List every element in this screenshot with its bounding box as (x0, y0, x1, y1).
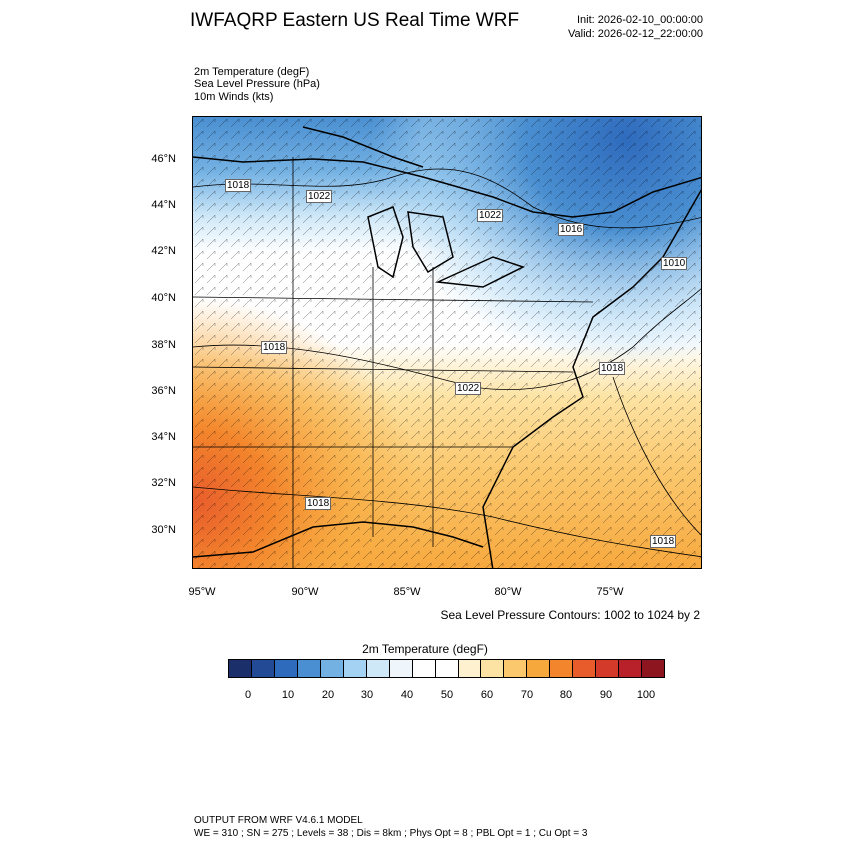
colorbar-swatch (229, 660, 252, 677)
colorbar-tick-label: 70 (520, 689, 534, 701)
lake-superior (302, 126, 424, 168)
colorbar-tick-label: 90 (599, 689, 613, 701)
state-borders (193, 157, 594, 568)
pressure-label: 1016 (558, 223, 585, 236)
colorbar-swatch (481, 660, 505, 677)
colorbar-swatch (573, 660, 597, 677)
colorbar (228, 659, 665, 678)
lake-huron (407, 211, 454, 274)
colorbar-tick-label: 10 (281, 689, 295, 701)
pressure-label: 1022 (455, 382, 482, 395)
map-canvas (193, 117, 701, 568)
lon-tick-label: 90°W (291, 586, 319, 598)
colorbar-tick-label: 50 (440, 689, 454, 701)
lon-tick-label: 95°W (188, 586, 216, 598)
lat-tick-label: 46°N (151, 153, 176, 165)
pressure-label: 1018 (305, 497, 332, 510)
colorbar-tick-label: 40 (400, 689, 414, 701)
lat-tick-label: 42°N (151, 245, 176, 257)
pressure-label: 1018 (225, 179, 252, 192)
colorbar-title: 2m Temperature (degF) (362, 642, 488, 656)
colorbar-swatch (389, 660, 413, 677)
border-line (193, 156, 701, 218)
colorbar-swatch (297, 660, 321, 677)
pressure-label: 1022 (477, 209, 504, 222)
pressure-label: 1010 (661, 257, 688, 270)
colorbar-swatch (251, 660, 275, 677)
field-label-pressure: Sea Level Pressure (hPa) (194, 78, 320, 90)
lat-tick-label: 32°N (151, 477, 176, 489)
valid-time: Valid: 2026-02-12_22:00:00 (568, 28, 703, 40)
colorbar-swatch (435, 660, 459, 677)
pressure-label: 1022 (306, 190, 333, 203)
contour-note: Sea Level Pressure Contours: 1002 to 102… (440, 608, 701, 622)
colorbar-swatch (619, 660, 643, 677)
gulf-coastline (193, 521, 484, 558)
colorbar-tick-label: 100 (636, 689, 656, 701)
pressure-label: 1018 (261, 341, 288, 354)
field-label-winds: 10m Winds (kts) (194, 91, 274, 103)
colorbar-swatch (320, 660, 344, 677)
model-info: OUTPUT FROM WRF V4.6.1 MODEL (194, 815, 363, 826)
colorbar-swatch (366, 660, 390, 677)
isobar (612, 376, 701, 536)
init-time: Init: 2026-02-10_00:00:00 (577, 14, 703, 26)
lake-michigan (367, 206, 404, 279)
isobar (193, 288, 701, 390)
lat-tick-label: 38°N (151, 339, 176, 351)
lat-tick-label: 30°N (151, 524, 176, 536)
lon-tick-label: 75°W (596, 586, 624, 598)
colorbar-tick-label: 20 (321, 689, 335, 701)
atlantic-coastline (482, 188, 701, 568)
chart-title: IWFAQRP Eastern US Real Time WRF (190, 10, 520, 31)
colorbar-swatch (274, 660, 298, 677)
colorbar-swatch (642, 660, 665, 677)
lake-erie (435, 256, 525, 288)
lat-tick-label: 36°N (151, 385, 176, 397)
lon-tick-label: 85°W (393, 586, 421, 598)
lat-tick-label: 40°N (151, 292, 176, 304)
colorbar-swatch (527, 660, 551, 677)
lat-tick-label: 34°N (151, 431, 176, 443)
pressure-label: 1018 (599, 362, 626, 375)
colorbar-tick-label: 60 (480, 689, 494, 701)
colorbar-tick-label: 30 (360, 689, 374, 701)
colorbar-swatch (550, 660, 574, 677)
colorbar-swatch (458, 660, 482, 677)
field-label-temperature: 2m Temperature (degF) (194, 66, 310, 78)
isobar (193, 168, 701, 229)
lat-tick-label: 44°N (151, 199, 176, 211)
colorbar-swatch (596, 660, 620, 677)
isobar (193, 486, 701, 558)
model-config: WE = 310 ; SN = 275 ; Levels = 38 ; Dis … (194, 828, 588, 839)
colorbar-swatch (412, 660, 436, 677)
colorbar-tick-label: 80 (559, 689, 573, 701)
colorbar-tick-label: 0 (244, 689, 252, 701)
map-panel: 1018 1022 1022 1016 1010 1018 1018 1022 … (192, 116, 702, 569)
lon-tick-label: 80°W (494, 586, 522, 598)
pressure-label: 1018 (650, 535, 677, 548)
colorbar-swatch (343, 660, 367, 677)
colorbar-swatch (504, 660, 528, 677)
